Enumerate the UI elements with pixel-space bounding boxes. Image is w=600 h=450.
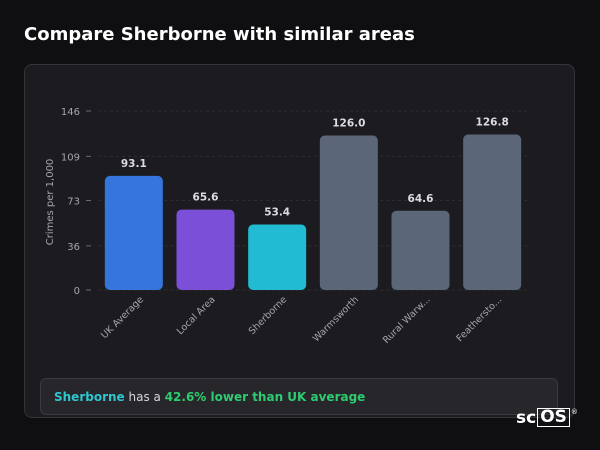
x-axis-labels: UK Average Local Area Sherborne Warmsworth R…	[99, 294, 504, 346]
x-tick-label: Rural Warw...	[381, 294, 433, 346]
bar[interactable]	[104, 175, 163, 290]
bar[interactable]	[463, 134, 522, 290]
bar-value-label: 65.6	[193, 192, 219, 204]
bar[interactable]	[176, 209, 235, 290]
y-tick-label: 109	[61, 152, 80, 163]
y-tick-label: 36	[67, 242, 80, 253]
x-tick-label: Feathersto...	[454, 294, 504, 344]
bars	[104, 134, 522, 290]
brand-logo: sc OS ®	[516, 408, 578, 428]
bar-value-label: 126.0	[332, 118, 365, 130]
y-tick-label: 73	[67, 197, 80, 208]
summary-text: has a	[124, 389, 165, 404]
bar[interactable]	[248, 224, 307, 290]
bar-value-label: 53.4	[264, 207, 290, 219]
x-tick-label: UK Average	[99, 294, 146, 341]
x-tick-label: Warmsworth	[311, 294, 361, 344]
y-axis-ticks: 0 36 73 109 146	[61, 107, 91, 297]
bar-value-label: 93.1	[121, 158, 147, 170]
logo-boxed-text: OS	[537, 408, 570, 427]
x-tick-label: Sherborne	[247, 294, 290, 337]
summary-area-name: Sherborne	[54, 389, 125, 404]
y-axis-title: Crimes per 1,000	[45, 159, 56, 246]
bar-value-label: 126.8	[476, 117, 509, 129]
summary-difference: 42.6% lower than UK average	[164, 389, 366, 404]
y-tick-label: 146	[61, 107, 80, 118]
x-tick-label: Local Area	[175, 294, 218, 337]
y-tick-label: 0	[74, 286, 80, 297]
bar[interactable]	[319, 135, 378, 290]
value-labels: 93.1 65.6 53.4 126.0 64.6 126.8	[121, 117, 509, 219]
page-title: Compare Sherborne with similar areas	[24, 24, 415, 45]
logo-registered-mark: ®	[570, 408, 578, 416]
bar-value-label: 64.6	[408, 193, 434, 205]
summary-banner: Sherborne has a 42.6% lower than UK aver…	[40, 378, 558, 415]
logo-prefix: sc	[516, 408, 537, 428]
bar[interactable]	[391, 210, 450, 290]
